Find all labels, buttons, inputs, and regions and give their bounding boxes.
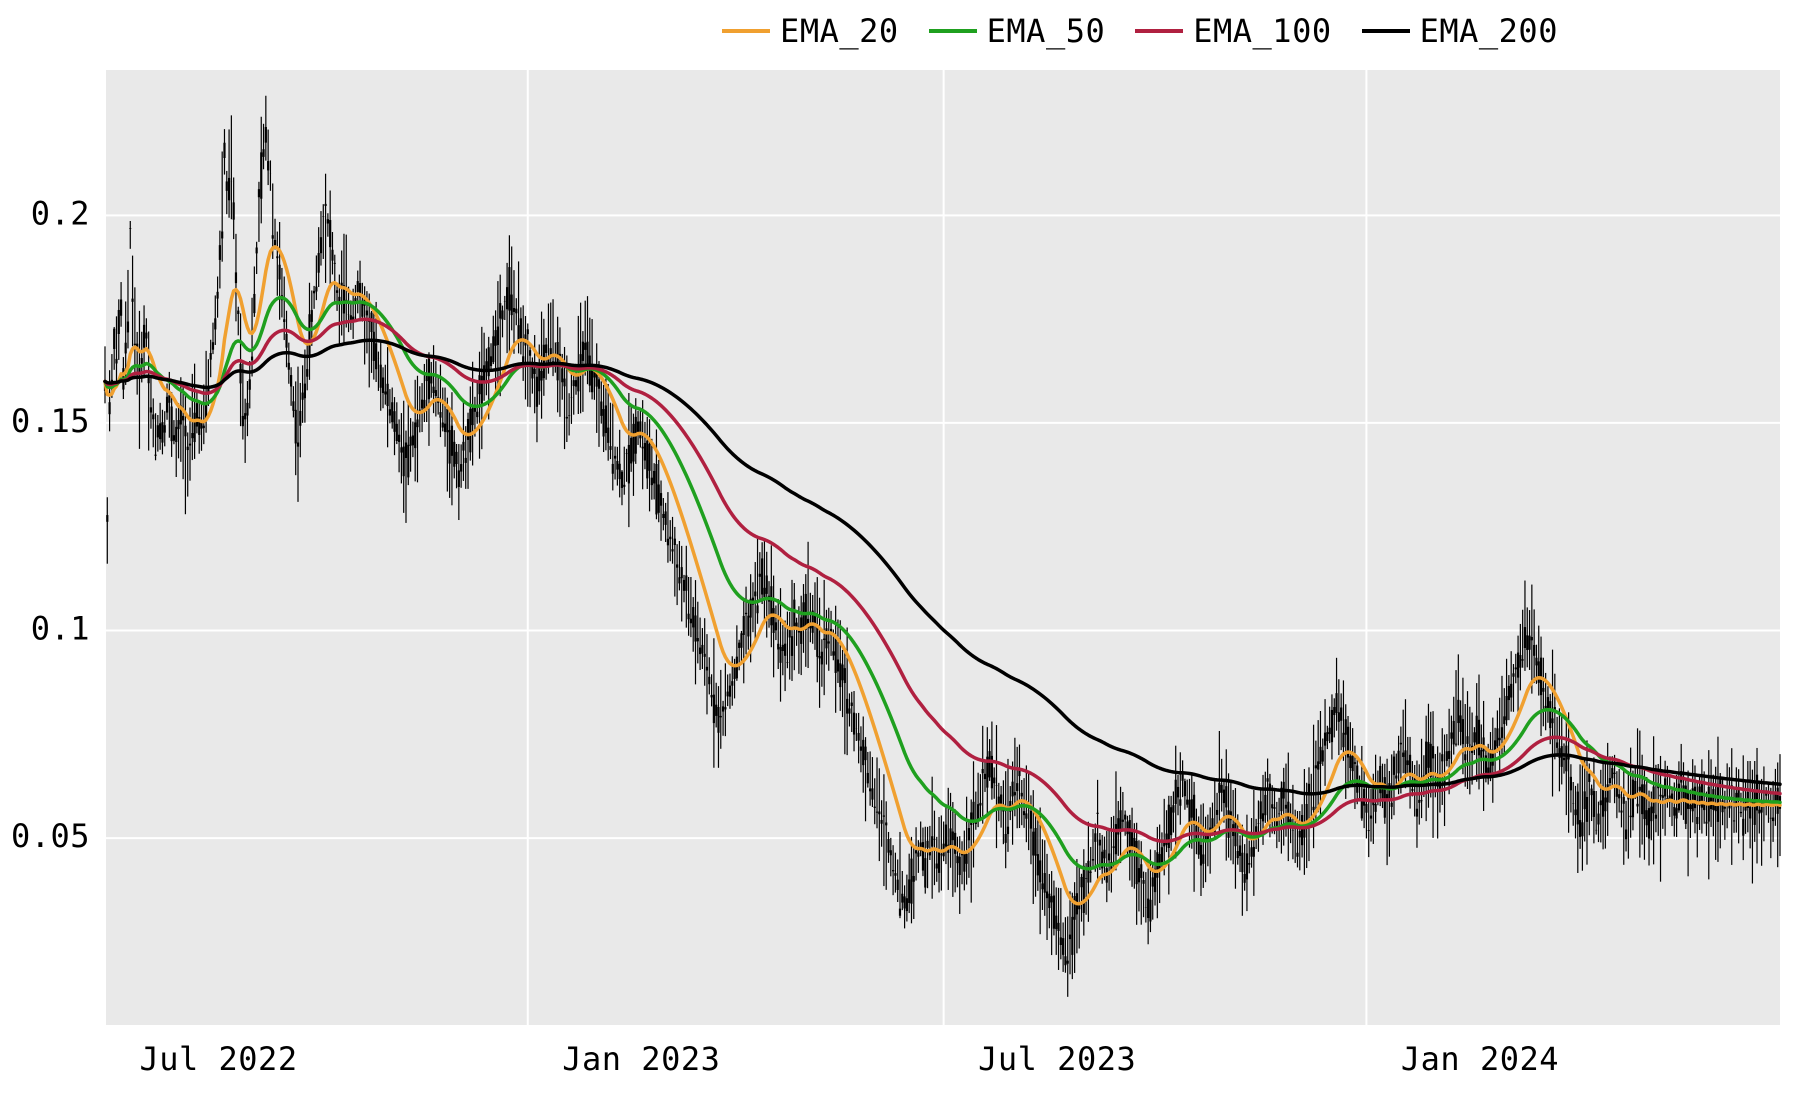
x-tick-label: Jan 2024 [1401, 1040, 1559, 1078]
y-tick-label: 0.05 [11, 817, 90, 855]
legend-item: EMA_100 [1135, 12, 1331, 50]
x-tick-label: Jul 2022 [139, 1040, 297, 1078]
legend-swatch [1362, 29, 1410, 33]
legend: EMA_20 EMA_50 EMA_100 EMA_200 [0, 0, 1800, 50]
legend-label: EMA_200 [1420, 12, 1558, 50]
chart-svg: 0.05 0.1 0.15 0.2 Jul 2022 Jan 2023 Jul 2023 Ja… [0, 0, 1800, 1100]
y-tick-label: 0.1 [31, 610, 90, 648]
legend-label: EMA_50 [987, 12, 1106, 50]
y-tick-label: 0.2 [31, 194, 90, 232]
legend-item: EMA_20 [722, 12, 899, 50]
x-tick-label: Jan 2023 [562, 1040, 720, 1078]
chart-container: EMA_20EMA_50EMA_100EMA_200 0.050.10.150.… [0, 0, 1800, 1100]
legend-label: EMA_20 [780, 12, 899, 50]
legend-swatch [722, 29, 770, 33]
legend-item: EMA_200 [1362, 12, 1558, 50]
y-tick-label: 0.15 [11, 402, 90, 440]
x-tick-label: Jul 2023 [978, 1040, 1136, 1078]
legend-swatch [929, 29, 977, 33]
legend-item: EMA_50 [929, 12, 1106, 50]
plot-area [105, 70, 1780, 1025]
legend-label: EMA_100 [1193, 12, 1331, 50]
legend-swatch [1135, 29, 1183, 33]
